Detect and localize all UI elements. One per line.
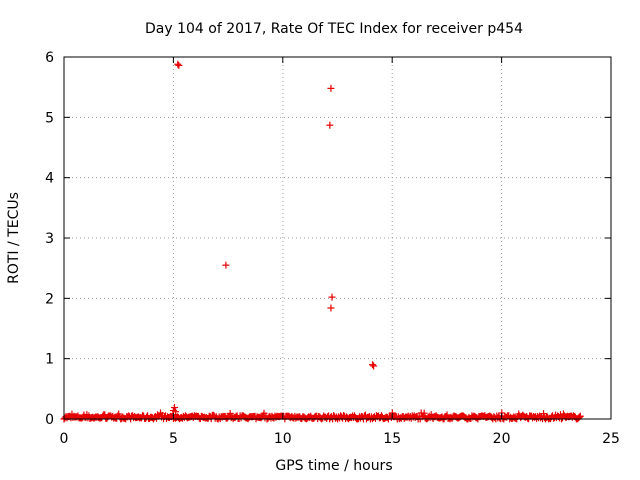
x-tick-label: 5 <box>169 431 178 447</box>
data-point <box>172 408 180 416</box>
data-point <box>170 404 178 412</box>
data-points <box>60 60 584 423</box>
data-point <box>370 362 378 370</box>
y-tick-label: 5 <box>45 110 54 126</box>
x-tick-label: 20 <box>493 431 511 447</box>
y-axis: 0 1 2 3 4 5 6 <box>45 50 611 428</box>
grid-lines <box>64 57 611 419</box>
data-point <box>327 84 335 92</box>
data-point <box>369 361 377 369</box>
data-point <box>175 61 183 69</box>
x-tick-label: 10 <box>274 431 292 447</box>
y-tick-label: 2 <box>45 291 54 307</box>
x-axis-label: GPS time / hours <box>275 458 392 474</box>
data-point <box>327 304 335 312</box>
baseline-point <box>540 410 548 418</box>
x-tick-label: 0 <box>60 431 69 447</box>
y-tick-label: 1 <box>45 352 54 368</box>
data-point <box>326 121 334 129</box>
data-point <box>222 261 230 269</box>
chart-title: Day 104 of 2017, Rate Of TEC Index for r… <box>145 21 523 37</box>
x-tick-label: 25 <box>602 431 620 447</box>
x-axis: 0 5 10 15 20 25 <box>60 57 620 447</box>
y-axis-label: ROTI / TECUs <box>6 192 22 284</box>
data-point <box>174 60 182 68</box>
x-tick-label: 15 <box>383 431 401 447</box>
y-tick-label: 4 <box>45 171 54 187</box>
y-tick-label: 0 <box>45 412 54 428</box>
y-tick-label: 3 <box>45 231 54 247</box>
data-point <box>328 293 336 301</box>
y-tick-label: 6 <box>45 50 54 66</box>
baseline-point <box>420 409 428 417</box>
